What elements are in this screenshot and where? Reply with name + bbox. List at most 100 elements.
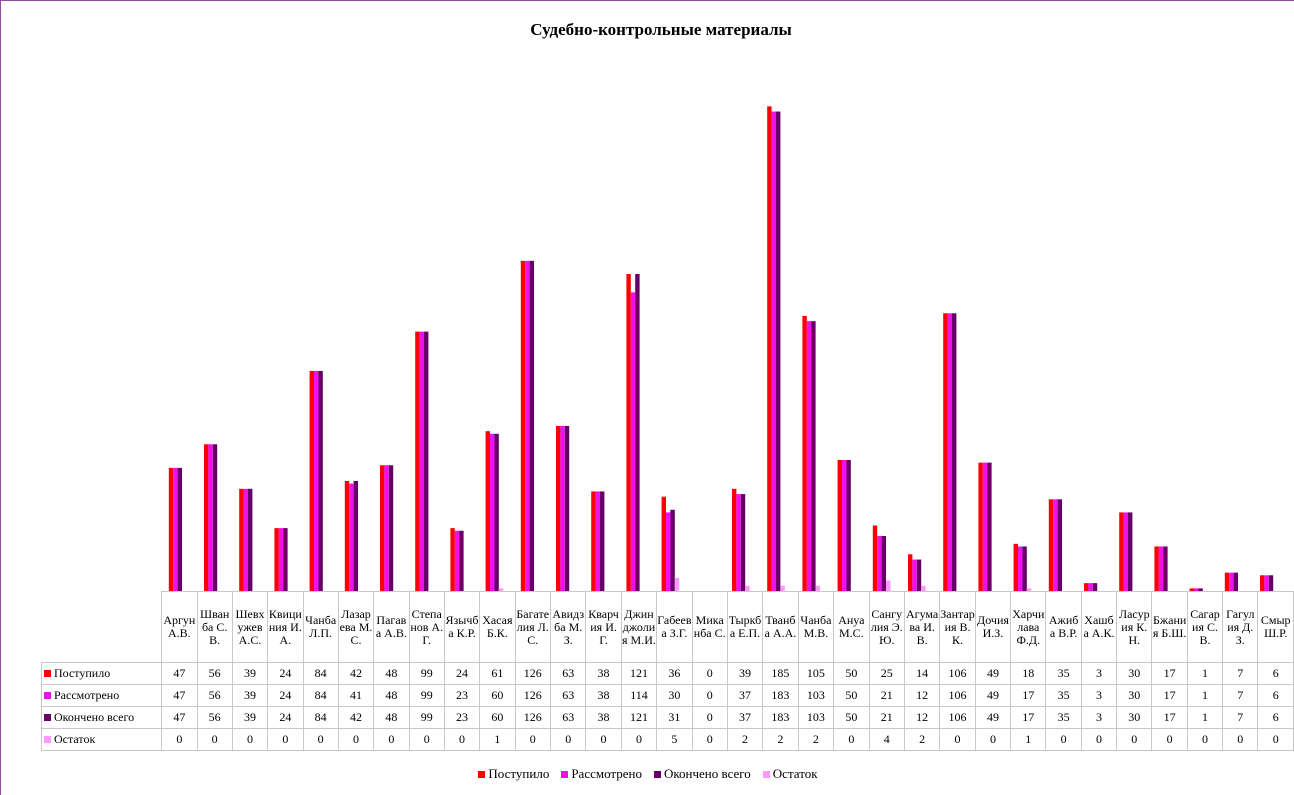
- bar: [921, 585, 926, 591]
- bar: [674, 577, 680, 591]
- bar: [450, 528, 455, 591]
- cell-value: 0: [691, 706, 728, 729]
- bar: [1092, 583, 1098, 591]
- bar: [806, 321, 812, 591]
- bar: [1229, 572, 1234, 591]
- cell-value: 17: [1151, 662, 1188, 685]
- bar: [626, 273, 631, 591]
- bar: [780, 585, 785, 591]
- bar: [846, 460, 851, 591]
- cell-value: 49: [974, 662, 1012, 685]
- bar: [485, 431, 490, 591]
- cell-value: 0: [1080, 728, 1118, 751]
- bar: [740, 494, 746, 591]
- cell-value: 0: [1222, 728, 1259, 751]
- cell-value: 49: [974, 706, 1012, 729]
- cell-value: 99: [408, 662, 445, 685]
- bar: [318, 370, 323, 591]
- cell-value: 183: [762, 706, 799, 729]
- cell-value: 35: [1045, 706, 1082, 729]
- cell-value: 60: [479, 706, 516, 729]
- cell-value: 61: [479, 662, 516, 685]
- cell-value: 24: [267, 684, 304, 707]
- cell-value: 106: [939, 706, 976, 729]
- cell-value: 39: [231, 706, 269, 729]
- row-header: Рассмотрено: [40, 684, 163, 707]
- cell-value: 30: [1116, 662, 1153, 685]
- cell-value: 0: [833, 728, 870, 751]
- cell-value: 0: [691, 728, 728, 751]
- bar: [173, 467, 178, 591]
- cell-value: 24: [443, 662, 481, 685]
- category-label: Джинджолия М.И.: [620, 591, 658, 663]
- cell-value: 12: [903, 706, 941, 729]
- cell-value: 0: [267, 728, 304, 751]
- cell-value: 48: [373, 706, 410, 729]
- category-label: Шванба С.В.: [196, 591, 233, 663]
- cell-value: 2: [903, 728, 941, 751]
- cell-value: 0: [1045, 728, 1082, 751]
- category-label: Багателия Л.С.: [514, 591, 552, 663]
- cell-value: 6: [1257, 662, 1294, 685]
- bar: [776, 111, 781, 591]
- bar: [564, 425, 570, 591]
- cell-value: 39: [231, 684, 269, 707]
- row-label: Остаток: [54, 732, 96, 746]
- cell-value: 30: [1116, 706, 1153, 729]
- cell-value: 126: [514, 706, 552, 729]
- cell-value: 48: [373, 662, 410, 685]
- bar: [309, 370, 314, 591]
- category-label: Гагулия Д.З.: [1222, 591, 1259, 663]
- row-label: Рассмотрено: [54, 688, 120, 702]
- bar: [1158, 546, 1164, 591]
- category-label: Миканба С.: [691, 591, 728, 663]
- category-label: Харчилава Ф.Д.: [1010, 591, 1047, 663]
- legend-item: Рассмотрено: [561, 766, 642, 781]
- bar: [490, 433, 495, 591]
- header-row: Аргун А.В. Шванба С.В. Шевхужев А.С. Квицин…: [41, 591, 1294, 663]
- category-label: Хасая Б.К.: [479, 591, 516, 663]
- category-label: Смыр Ш.Р.: [1257, 591, 1294, 663]
- bar: [630, 292, 636, 591]
- bar: [1260, 575, 1265, 591]
- cell-value: 17: [1151, 684, 1188, 707]
- bar: [168, 467, 174, 591]
- bar: [745, 585, 750, 591]
- cell-value: 1: [1186, 706, 1224, 729]
- bar: [732, 488, 737, 591]
- row-header: Поступило: [40, 662, 163, 685]
- cell-value: 12: [903, 684, 941, 707]
- bar: [278, 528, 284, 591]
- cell-value: 183: [762, 684, 799, 707]
- row-label: Окончено всего: [54, 710, 135, 724]
- cell-value: 0: [443, 728, 481, 751]
- cell-value: 0: [1151, 728, 1188, 751]
- bar: [1053, 499, 1058, 591]
- legend-label: Рассмотрено: [571, 766, 642, 781]
- bar: [556, 425, 561, 591]
- bar: [560, 425, 565, 591]
- cell-value: 24: [267, 706, 304, 729]
- cell-value: 38: [585, 662, 622, 685]
- data-row: Рассмотрено 47 56 39 24 84 41 48 99 23 60 126 63 38 11…: [40, 684, 1294, 707]
- bar: [908, 554, 913, 591]
- cell-value: 24: [267, 662, 304, 685]
- data-row: Поступило 47 56 39 24 84 42 48 99 24 61 126 63 38 121 3…: [40, 662, 1294, 685]
- legend-key: [44, 692, 51, 699]
- cell-value: 4: [868, 728, 905, 751]
- cell-value: 14: [903, 662, 941, 685]
- bar: [767, 106, 772, 592]
- bar: [1264, 575, 1269, 591]
- cell-value: 185: [762, 662, 799, 685]
- bar: [1026, 588, 1032, 591]
- cell-value: 30: [656, 684, 693, 707]
- cell-value: 106: [939, 662, 976, 685]
- bar: [248, 488, 253, 591]
- legend-key: [44, 670, 51, 677]
- bar: [344, 480, 350, 591]
- cell-value: 48: [373, 684, 410, 707]
- cell-value: 7: [1222, 684, 1259, 707]
- cell-value: 56: [196, 662, 233, 685]
- legend-label: Поступило: [488, 766, 550, 781]
- cell-value: 0: [514, 728, 552, 751]
